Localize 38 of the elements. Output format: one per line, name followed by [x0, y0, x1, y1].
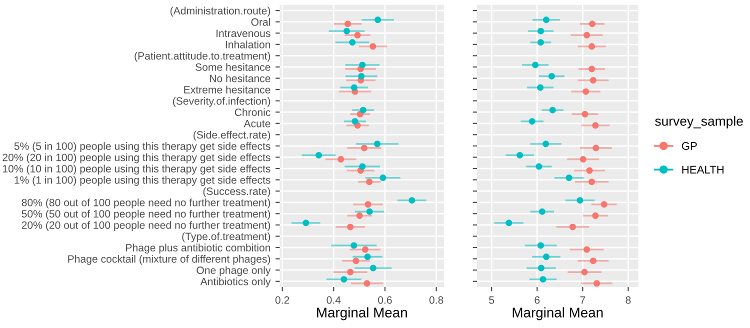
legend-label: HEALTH [682, 166, 724, 174]
x-axis-title: Marginal Mean [512, 307, 603, 320]
y-tick-label: Intravenous [216, 30, 270, 38]
legend-title: survey_sample [655, 116, 743, 128]
y-tick-label: 80% (80 out of 100 people need no further treatment) [22, 198, 270, 208]
y-tick-label: (Success.rate) [203, 187, 270, 198]
y-tick-label: (Type.of.treatment) [182, 232, 270, 242]
x-tick-label: 6 [534, 296, 540, 304]
y-tick-label: Phage plus antibiotic combition [126, 244, 270, 254]
x-tick-label: 0.4 [326, 296, 341, 304]
x-tick-label: 8 [626, 296, 631, 304]
y-tick-label: Oral [251, 18, 270, 26]
y-tick-label: Chronic [234, 108, 270, 116]
y-tick-label: Phage cocktail (mixture of different phages) [68, 254, 270, 265]
y-tick-label: (Severity.of.infection) [173, 97, 270, 107]
y-tick-label: Antibiotics only [200, 278, 271, 288]
y-tick-label: 1% (1 in 100) people using this therapy get side effects [14, 176, 270, 186]
y-tick-label: 20% (20 in 100) people using this therapy get side effects [2, 153, 270, 164]
y-tick-label: Acute [244, 120, 270, 128]
x-tick-label: 0.8 [429, 296, 444, 304]
y-tick-label: (Patient.attitude.to.treatment) [134, 52, 270, 62]
x-tick-label: 5 [489, 296, 494, 304]
x-tick-label: 0.2 [275, 296, 290, 304]
y-tick-label: No hesitance [210, 74, 270, 82]
y-tick-label: Extreme hesitance [184, 86, 270, 94]
y-tick-label: One phage only [196, 266, 271, 276]
y-tick-label: Inhalation [226, 40, 270, 48]
x-tick-label: 7 [580, 296, 586, 304]
y-tick-label: 50% (50 out of 100 people need no further treatment) [22, 210, 270, 220]
y-tick-label: Some hesitance [196, 63, 270, 71]
y-tick-label: 20% (20 out of 100 people need no further treatment) [22, 221, 270, 231]
y-tick-label: 5% (5 in 100) people using this therapy get side effects [14, 142, 270, 152]
x-tick-label: 0.6 [378, 296, 392, 304]
y-tick-label: (Administration.route) [170, 6, 270, 17]
y-tick-label: 10% (10 in 100) people using this therapy get side effects [2, 164, 270, 175]
legend-label: GP [682, 142, 697, 150]
x-axis-title: Marginal Mean [317, 307, 407, 320]
y-tick-label: (Side.effect.rate) [194, 130, 270, 141]
